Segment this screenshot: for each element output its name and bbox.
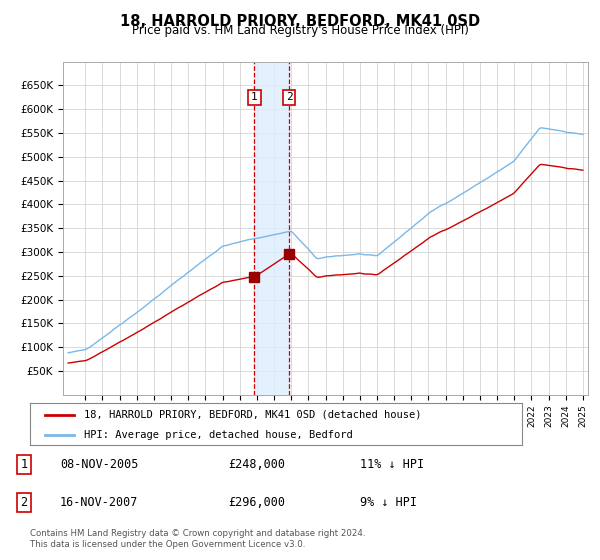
Text: 2: 2 (20, 496, 28, 509)
Text: 18, HARROLD PRIORY, BEDFORD, MK41 0SD (detached house): 18, HARROLD PRIORY, BEDFORD, MK41 0SD (d… (84, 410, 422, 420)
Bar (254, 62, 289, 395)
Text: £296,000: £296,000 (228, 496, 285, 509)
Text: £248,000: £248,000 (228, 458, 285, 471)
Text: 9% ↓ HPI: 9% ↓ HPI (360, 496, 417, 509)
Text: 08-NOV-2005: 08-NOV-2005 (60, 458, 139, 471)
Text: HPI: Average price, detached house, Bedford: HPI: Average price, detached house, Bedf… (84, 430, 353, 440)
Text: 1: 1 (251, 92, 258, 102)
Text: 2: 2 (286, 92, 293, 102)
Text: 18, HARROLD PRIORY, BEDFORD, MK41 0SD: 18, HARROLD PRIORY, BEDFORD, MK41 0SD (120, 14, 480, 29)
Text: Contains HM Land Registry data © Crown copyright and database right 2024.
This d: Contains HM Land Registry data © Crown c… (30, 529, 365, 549)
Text: 16-NOV-2007: 16-NOV-2007 (60, 496, 139, 509)
Text: Price paid vs. HM Land Registry's House Price Index (HPI): Price paid vs. HM Land Registry's House … (131, 24, 469, 37)
Text: 1: 1 (20, 458, 28, 471)
Text: 11% ↓ HPI: 11% ↓ HPI (360, 458, 424, 471)
